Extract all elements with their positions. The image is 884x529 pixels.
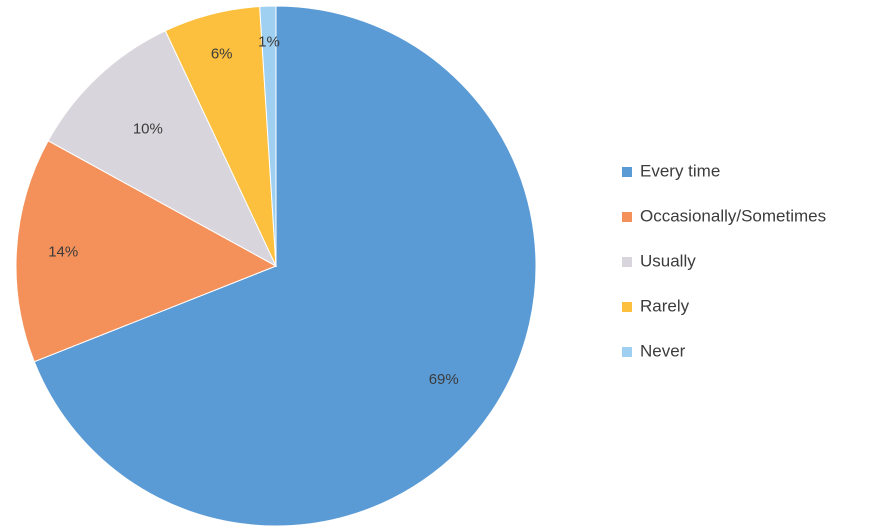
legend-swatch [622,212,632,222]
legend-label: Every time [640,161,720,180]
legend-label: Occasionally/Sometimes [640,206,826,225]
pie-slice-every-time [33,5,537,527]
pie-slice-never [259,5,277,267]
pie-slices [15,5,537,527]
legend-item-rarely: Rarely [622,296,690,315]
pie-data-labels: 69% 14% 10% 6% 1% [48,33,459,387]
data-label-occasionally-sometimes: 14% [48,244,78,261]
legend-swatch [622,257,632,267]
legend-swatch [622,302,632,312]
legend-swatch [622,347,632,357]
legend-label: Never [640,341,686,360]
data-label-rarely: 6% [211,45,233,62]
legend-label: Usually [640,251,696,270]
legend-item-occasionally-sometimes: Occasionally/Sometimes [622,206,826,225]
legend: Every time Occasionally/Sometimes Usually R… [622,161,826,360]
pie-slice-occasionally-sometimes [15,140,278,363]
data-label-never: 1% [258,33,280,50]
legend-label: Rarely [640,296,690,315]
legend-swatch [622,167,632,177]
legend-item-never: Never [622,341,686,360]
pie-slice-usually [47,30,278,268]
legend-item-usually: Usually [622,251,696,270]
data-label-every-time: 69% [429,371,459,388]
data-label-usually: 10% [133,121,163,138]
legend-item-every-time: Every time [622,161,720,180]
